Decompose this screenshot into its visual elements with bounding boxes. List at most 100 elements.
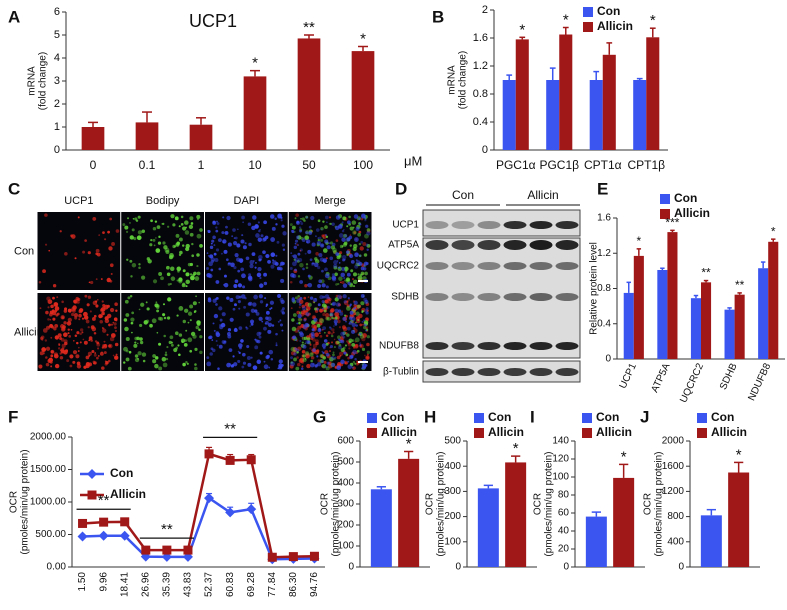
cell-signal <box>217 238 222 243</box>
cell-signal <box>78 313 82 318</box>
cell-signal <box>95 278 98 280</box>
x-tick-label: 60.83 <box>225 572 236 597</box>
legend-marker <box>87 490 97 500</box>
cell-signal <box>322 351 325 354</box>
cell-signal <box>363 297 368 302</box>
cell-signal <box>171 254 175 258</box>
cell-signal <box>360 301 365 306</box>
cell-signal <box>71 312 75 317</box>
error-bar <box>549 67 556 80</box>
cell-signal <box>162 313 166 317</box>
cell-signal <box>73 299 78 304</box>
legend-swatch <box>582 413 592 423</box>
significance: * <box>621 448 627 465</box>
cell-signal <box>296 322 299 325</box>
cell-signal <box>125 313 130 317</box>
cell-signal <box>274 261 279 266</box>
cell-signal <box>345 277 351 282</box>
cell-signal <box>59 349 63 352</box>
cell-signal <box>326 316 331 321</box>
cell-signal <box>299 280 304 284</box>
cell-signal <box>338 266 341 269</box>
bar <box>701 282 712 359</box>
cell-signal <box>263 281 268 286</box>
y-tick-label: 0 <box>605 354 611 365</box>
cell-signal <box>166 265 170 270</box>
cell-signal <box>232 228 236 232</box>
cell-signal <box>308 225 312 229</box>
cell-signal <box>161 222 164 225</box>
cell-signal <box>298 299 304 305</box>
error-bar <box>734 461 744 473</box>
cell-signal <box>114 342 119 347</box>
cell-signal <box>207 298 212 303</box>
cell-signal <box>330 308 335 313</box>
cell-signal <box>305 306 311 311</box>
cell-signal <box>346 333 350 337</box>
legend-label: Con <box>488 410 511 424</box>
cell-signal <box>157 316 162 321</box>
cell-signal <box>241 215 245 220</box>
cell-signal <box>258 294 264 299</box>
cell-signal <box>324 313 330 318</box>
y-tick-label: 1200 <box>662 486 685 497</box>
cell-signal <box>267 322 273 327</box>
cell-signal <box>221 312 226 317</box>
cell-signal <box>347 281 351 286</box>
cell-signal <box>141 229 146 234</box>
cell-signal <box>47 318 50 321</box>
cell-signal <box>252 260 255 262</box>
cell-signal <box>360 240 364 244</box>
cell-signal <box>354 237 359 242</box>
cell-signal <box>59 352 62 355</box>
error-bar <box>404 450 414 459</box>
cell-signal <box>239 346 242 350</box>
band-label: β-Tublin <box>383 367 419 378</box>
cell-signal <box>146 307 150 311</box>
cell-signal <box>303 336 308 341</box>
cell-signal <box>67 317 72 323</box>
cell-signal <box>358 313 363 319</box>
cell-signal <box>356 360 358 363</box>
cell-signal <box>178 353 181 357</box>
cell-signal <box>41 347 47 352</box>
cell-signal <box>91 349 95 353</box>
cell-signal <box>61 300 64 304</box>
cell-signal <box>196 265 199 268</box>
cell-signal <box>244 242 247 245</box>
band <box>425 240 449 250</box>
cell-signal <box>213 252 217 256</box>
cell-signal <box>180 223 184 226</box>
cell-signal <box>315 228 320 232</box>
cell-signal <box>224 230 229 235</box>
bar <box>135 122 159 150</box>
cell-signal <box>324 234 327 237</box>
cell-signal <box>74 334 78 338</box>
cell-signal <box>322 346 326 350</box>
cell-signal <box>348 322 351 325</box>
cell-signal <box>257 221 260 224</box>
cell-signal <box>325 366 330 371</box>
cell-signal <box>298 258 303 263</box>
cell-signal <box>304 235 310 241</box>
cell-signal <box>124 299 129 304</box>
y-tick-label: 1.2 <box>597 248 611 259</box>
cell-signal <box>331 302 335 306</box>
cell-signal <box>366 248 369 252</box>
cell-signal <box>167 283 171 286</box>
cell-signal <box>262 250 266 254</box>
error-bar <box>483 484 493 489</box>
cell-signal <box>359 344 362 347</box>
cell-signal <box>306 363 311 369</box>
bar <box>602 54 616 150</box>
y-tick-label: 6 <box>54 6 60 18</box>
cell-signal <box>315 341 319 346</box>
cell-signal <box>238 326 243 330</box>
cell-signal <box>281 224 285 228</box>
cell-signal <box>302 325 307 330</box>
cell-signal <box>307 274 311 278</box>
cell-signal <box>103 340 106 343</box>
cell-signal <box>321 283 326 288</box>
x-tick-label: CPT1β <box>627 158 665 172</box>
cell-signal <box>226 362 231 368</box>
